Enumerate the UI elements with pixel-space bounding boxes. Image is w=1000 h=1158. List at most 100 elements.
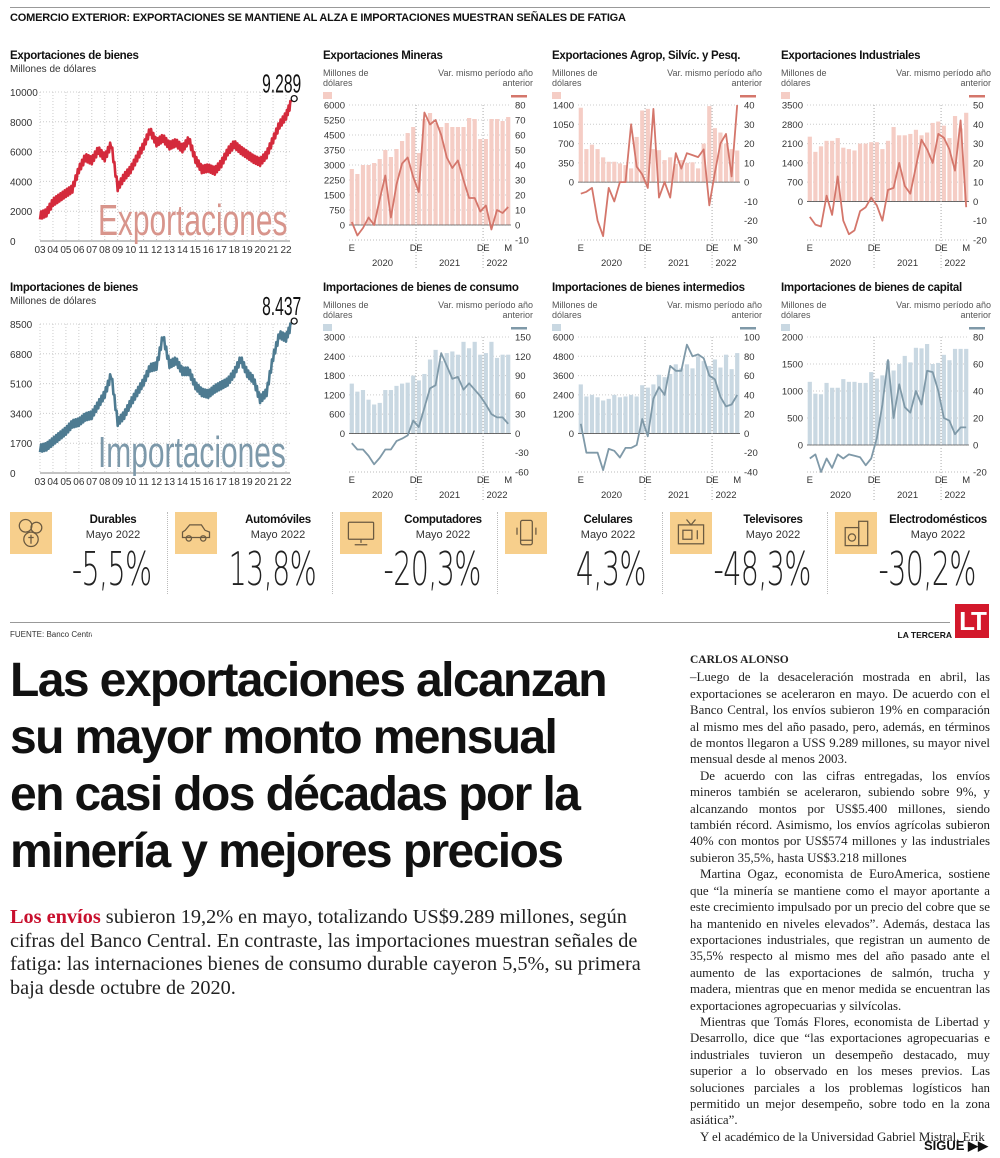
bar — [349, 383, 354, 434]
y-tick-label: 2000 — [10, 207, 33, 218]
continue-link[interactable]: SIGUE ▶▶ — [923, 1138, 988, 1153]
paragraph: De acuerdo con las cifras entregadas, lo… — [690, 768, 990, 865]
bar — [433, 349, 438, 434]
bar — [427, 359, 433, 434]
stat-value: -20,3% — [383, 542, 482, 596]
lede-lead: Los envíos — [10, 906, 101, 928]
brand-name: LA TERCERA — [897, 630, 952, 640]
right-tick-label: 40 — [744, 390, 755, 401]
bar — [656, 374, 662, 434]
variation-line — [351, 352, 509, 466]
x-tick-label: 06 — [73, 477, 85, 488]
bar — [578, 384, 583, 434]
right-tick-label: -60 — [515, 468, 529, 479]
small-chart: Importaciones de bienes de capital Millon… — [781, 280, 991, 500]
x-tick-label: E — [874, 243, 880, 254]
stat-period: Mayo 2022 — [745, 529, 801, 541]
left-tick-label: 0 — [798, 197, 803, 208]
divider — [497, 512, 498, 594]
right-tick-label: 60 — [744, 371, 755, 382]
x-tick-label: 14 — [177, 477, 189, 488]
stat-label: Computadores — [404, 514, 482, 526]
bar — [506, 354, 511, 434]
left-tick-label: 3600 — [553, 371, 574, 382]
year-label: 2022 — [486, 258, 507, 268]
bar — [690, 368, 695, 434]
divider — [140, 622, 950, 623]
x-tick-label: 11 — [138, 477, 149, 488]
variation-line — [809, 119, 968, 236]
x-tick-label: E — [349, 475, 355, 486]
chart-plot: 6000 5250 4500 3750 3000 2250 1500 750 0 80 70 60 50… — [323, 92, 529, 268]
right-tick-label: 30 — [973, 139, 984, 150]
bar — [891, 127, 896, 202]
bar — [723, 143, 729, 183]
bar — [360, 165, 366, 225]
bar — [422, 119, 427, 225]
bar — [640, 385, 645, 434]
year-label: 2022 — [715, 490, 736, 500]
x-tick-label: 21 — [267, 477, 279, 488]
x-tick-label: 07 — [86, 477, 98, 488]
bar — [640, 110, 645, 183]
right-axis-unit: Var. mismo período año anterior — [896, 68, 991, 88]
bar — [696, 168, 701, 183]
bar — [489, 119, 494, 225]
bar — [494, 119, 500, 225]
left-tick-label: 1500 — [782, 360, 803, 371]
bar — [813, 393, 818, 445]
bar — [601, 400, 606, 434]
bar — [841, 379, 846, 445]
bar — [712, 128, 717, 183]
left-tick-label: 3000 — [324, 161, 345, 172]
stat-period: Mayo 2022 — [250, 529, 306, 541]
stat-card: Computadores Mayo 2022 -20,3% — [340, 508, 505, 598]
right-tick-label: 0 — [515, 221, 520, 232]
bar — [919, 348, 924, 445]
left-tick-label: 2100 — [782, 139, 803, 150]
x-tick-label: 05 — [60, 245, 72, 256]
bar — [925, 344, 930, 445]
bar — [824, 382, 829, 445]
bar — [880, 149, 885, 202]
right-tick-label: -10 — [973, 216, 987, 227]
bar — [958, 348, 963, 445]
bar — [411, 375, 416, 434]
bar — [662, 160, 667, 183]
right-tick-label: 80 — [515, 101, 526, 112]
x-tick-label: 08 — [99, 477, 111, 488]
stat-value: 4,3% — [576, 542, 647, 596]
left-tick-label: 1800 — [324, 371, 345, 382]
bar — [723, 354, 729, 434]
bar — [601, 157, 606, 183]
year-label: 2022 — [944, 258, 965, 268]
right-tick-label: 100 — [744, 333, 760, 344]
bar — [427, 113, 433, 225]
legend-line-swatch — [969, 95, 985, 98]
right-tick-label: -10 — [744, 197, 758, 208]
right-tick-label: 20 — [744, 410, 755, 421]
chart-title: Importaciones de bienes — [10, 282, 138, 294]
chart-title: Exportaciones Agrop, Silvíc. y Pesq. — [552, 50, 741, 62]
bar — [936, 362, 941, 445]
small-chart: Importaciones de bienes intermedios Millo… — [552, 280, 762, 500]
bar — [472, 341, 477, 434]
bar — [673, 364, 678, 434]
x-tick-label: E — [807, 243, 813, 254]
left-tick-label: 6000 — [553, 333, 574, 344]
headline-line: minería y mejores precios — [10, 825, 564, 878]
bar — [617, 163, 622, 183]
bar — [483, 353, 488, 434]
bar — [835, 387, 840, 445]
bar — [595, 149, 600, 183]
monitor-icon — [340, 512, 382, 554]
section-kicker: Comercio exterior: Exportaciones se mant… — [10, 12, 626, 24]
stat-value: -30,2% — [878, 542, 977, 596]
right-axis-unit: Var. mismo período año anterior — [896, 300, 991, 320]
right-tick-label: 10 — [973, 178, 984, 189]
x-tick-label: 09 — [112, 245, 124, 256]
bar — [612, 161, 617, 183]
x-tick-label: 14 — [177, 245, 189, 256]
chart-title: Exportaciones Mineras — [323, 50, 443, 62]
